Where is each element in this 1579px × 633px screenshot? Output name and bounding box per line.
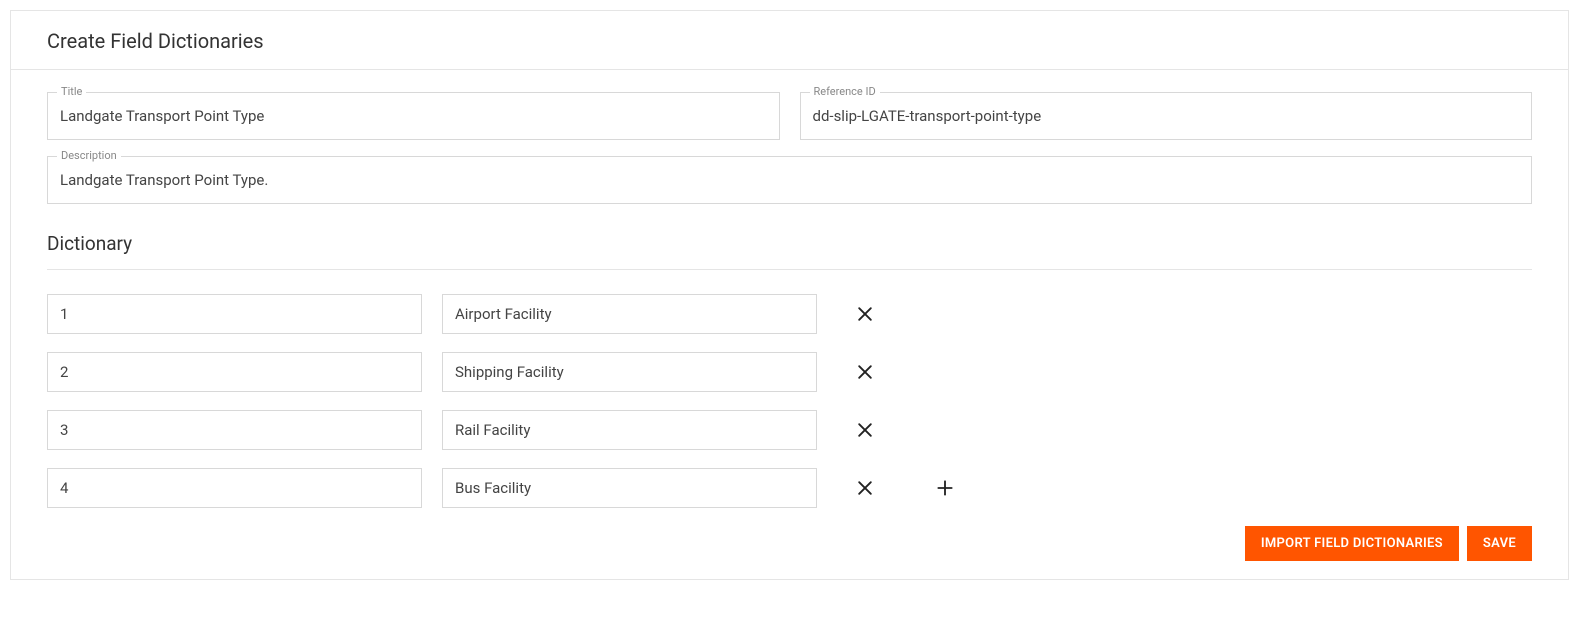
footer-actions: Import Field Dictionaries Save [47,526,1532,561]
close-icon [855,304,875,324]
page-title: Create Field Dictionaries [47,29,1532,53]
reference-label: Reference ID [810,85,880,98]
reference-input[interactable] [800,92,1533,140]
close-icon [855,478,875,498]
dictionary-value-input[interactable] [442,294,817,334]
title-label: Title [57,85,86,98]
description-field-wrapper: Description [47,156,1532,204]
panel-header: Create Field Dictionaries [11,11,1568,70]
title-field-wrapper: Title [47,92,780,140]
remove-row-button[interactable] [845,468,885,508]
reference-field-wrapper: Reference ID [800,92,1533,140]
add-row-button[interactable] [925,468,965,508]
save-button[interactable]: Save [1467,526,1532,561]
plus-icon [935,478,955,498]
form-row-description: Description [47,156,1532,204]
dictionary-key-input[interactable] [47,468,422,508]
dictionary-value-input[interactable] [442,468,817,508]
dictionary-section-title: Dictionary [47,232,1532,255]
dictionary-value-input[interactable] [442,410,817,450]
dictionary-rows [47,294,1532,508]
remove-row-button[interactable] [845,352,885,392]
close-icon [855,420,875,440]
dictionary-key-input[interactable] [47,410,422,450]
title-input[interactable] [47,92,780,140]
dictionary-key-input[interactable] [47,294,422,334]
dictionary-key-input[interactable] [47,352,422,392]
create-dictionary-panel: Create Field Dictionaries Title Referenc… [10,10,1569,580]
dictionary-row [47,468,1532,508]
dictionary-row [47,410,1532,450]
remove-row-button[interactable] [845,410,885,450]
remove-row-button[interactable] [845,294,885,334]
dictionary-row [47,352,1532,392]
close-icon [855,362,875,382]
description-label: Description [57,149,121,162]
panel-body: Title Reference ID Description Dictionar… [11,70,1568,579]
description-input[interactable] [47,156,1532,204]
section-divider [47,269,1532,270]
form-row-top: Title Reference ID [47,92,1532,140]
import-dictionaries-button[interactable]: Import Field Dictionaries [1245,526,1459,561]
dictionary-row [47,294,1532,334]
dictionary-value-input[interactable] [442,352,817,392]
